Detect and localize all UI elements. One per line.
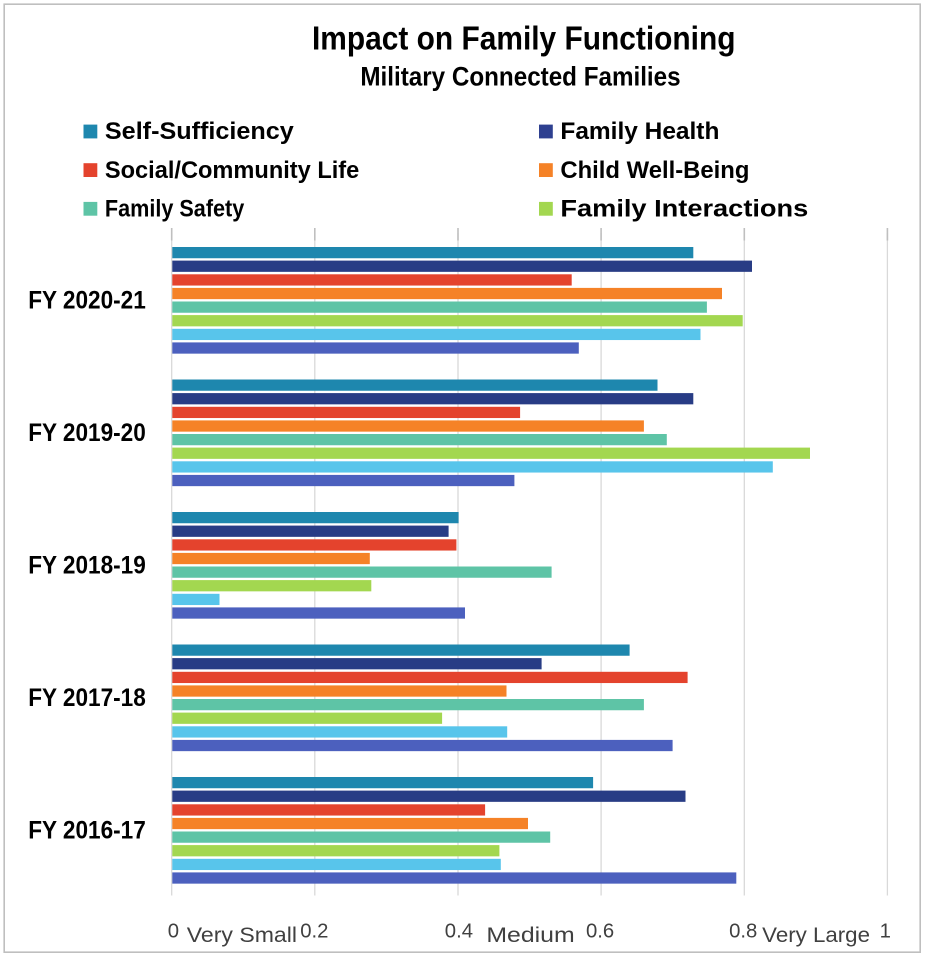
svg-text:Very Large: Very Large xyxy=(762,924,870,947)
svg-text:Medium: Medium xyxy=(486,924,574,947)
svg-text:1: 1 xyxy=(880,920,891,942)
svg-text:0.6: 0.6 xyxy=(586,920,614,942)
svg-text:FY 2019-20: FY 2019-20 xyxy=(28,419,146,447)
svg-text:Child Well-Being: Child Well-Being xyxy=(560,158,749,184)
svg-text:Very Small: Very Small xyxy=(187,924,297,947)
svg-text:Family Interactions: Family Interactions xyxy=(560,197,808,223)
svg-text:Family Health: Family Health xyxy=(560,119,719,145)
svg-text:FY 2016-17: FY 2016-17 xyxy=(28,817,146,845)
svg-text:FY 2018-19: FY 2018-19 xyxy=(28,552,146,580)
svg-text:FY 2020-21: FY 2020-21 xyxy=(28,287,146,315)
svg-text:Impact on Family Functioning: Impact on Family Functioning xyxy=(312,20,736,57)
svg-text:0.2: 0.2 xyxy=(300,920,328,942)
svg-text:FY 2017-18: FY 2017-18 xyxy=(28,684,146,712)
svg-text:0.4: 0.4 xyxy=(445,920,473,942)
svg-text:Family Safety: Family Safety xyxy=(105,197,244,223)
svg-text:Military Connected Families: Military Connected Families xyxy=(360,62,680,92)
svg-text:0: 0 xyxy=(168,920,179,942)
svg-text:Social/Community Life: Social/Community Life xyxy=(105,158,359,184)
svg-text:Self-Sufficiency: Self-Sufficiency xyxy=(105,119,294,145)
svg-text:0.8: 0.8 xyxy=(729,920,757,942)
